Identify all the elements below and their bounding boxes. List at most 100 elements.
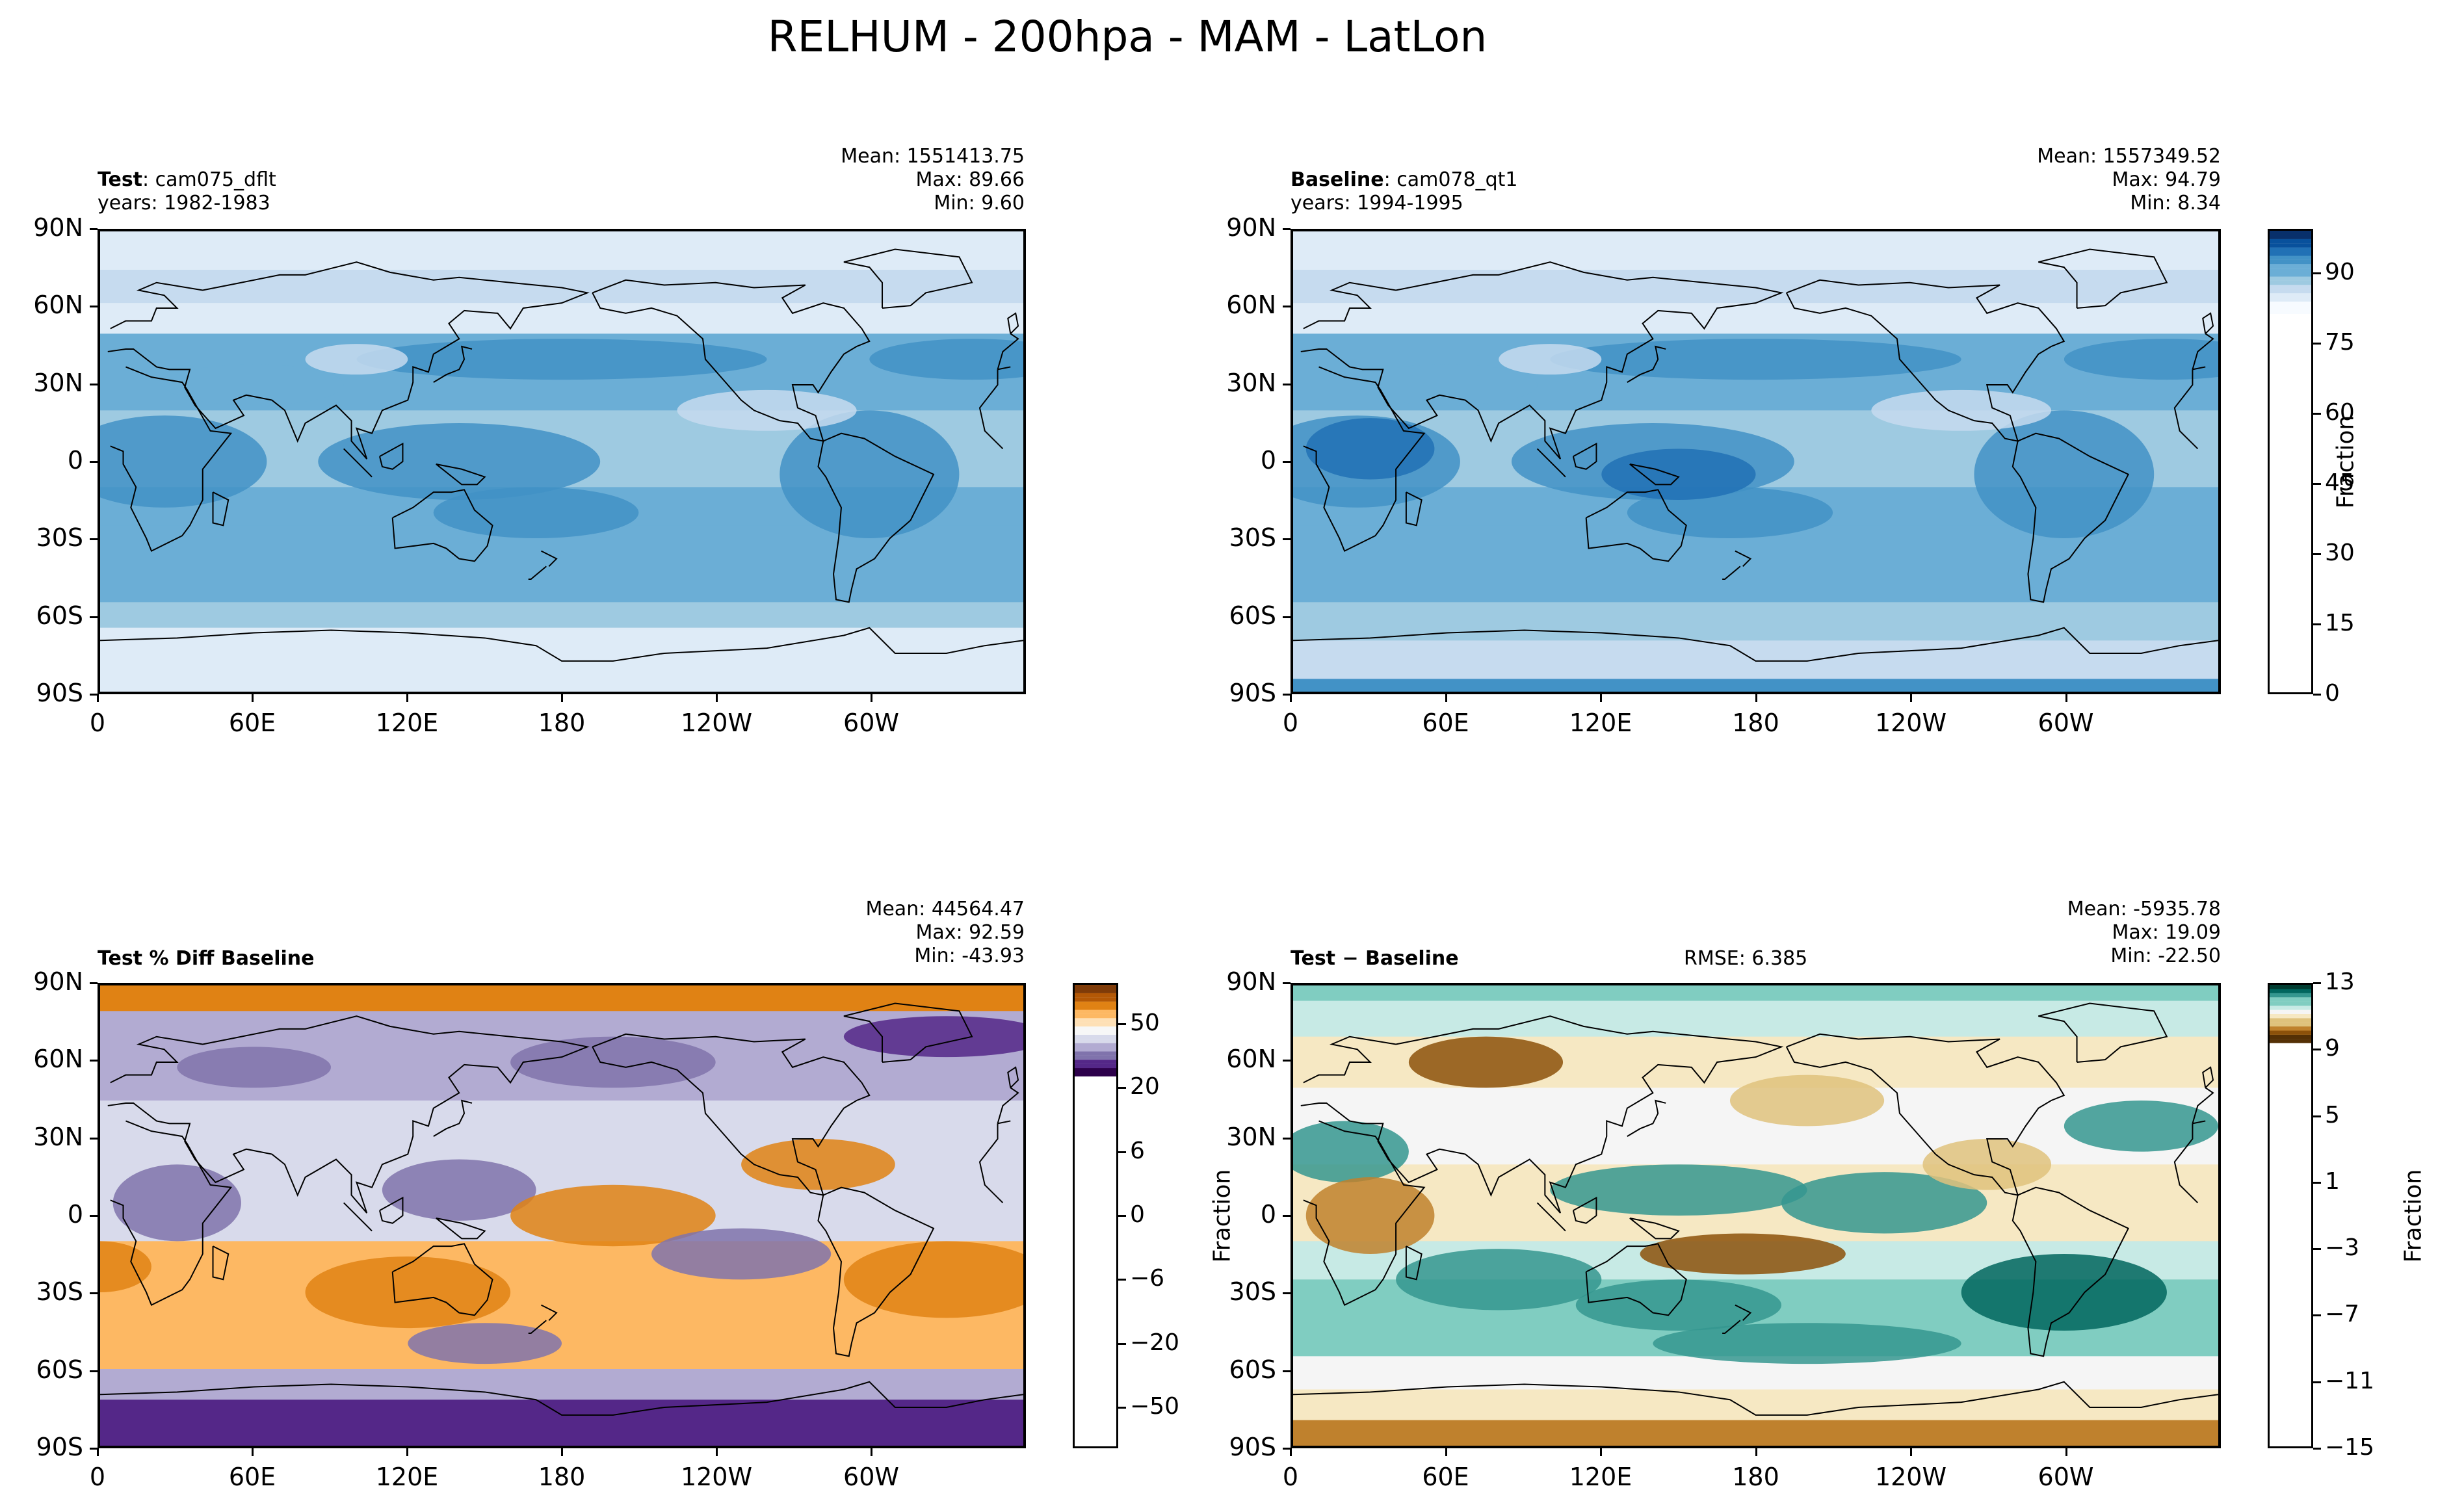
test-map-field-blob-2: [318, 423, 601, 500]
colorbar-diff-tick-5: −7: [2325, 1301, 2360, 1328]
baseline-years: years: 1994-1995: [1291, 192, 1463, 215]
pctdiff-map-field-blob-6: [741, 1139, 895, 1190]
pctdiff-axis-xtick-mark-4: [716, 1448, 718, 1456]
colorbar-pct-step-1: [1075, 1067, 1116, 1073]
pctdiff-map-coastline-1-0: [998, 1088, 1019, 1123]
colorbar-pct-step-4: [1075, 1055, 1116, 1060]
colorbar-top-step-19: [2270, 231, 2311, 235]
baseline-map-coastline-7-0: [1735, 551, 1751, 567]
baseline-axis-xtick-mark-3: [1755, 694, 1757, 702]
baseline-axis-ytick-mark-5: [1283, 616, 1291, 618]
test-axis-xtick-0: 0: [89, 709, 106, 737]
pctdiff-map-field-blob-10: [100, 1241, 151, 1292]
test-axis-xtick-mark-2: [406, 694, 408, 702]
diff-map-coastline-9-0: [1787, 1034, 2064, 1195]
colorbar-top-step-14: [2270, 252, 2311, 256]
diff-map-plot: [1291, 983, 2221, 1448]
colorbar-top-tick-mark-0: [2313, 272, 2321, 274]
baseline-map-coastline-0-1: [1304, 367, 1424, 551]
diff-rmse: RMSE: 6.385: [1684, 947, 1808, 970]
test-map-coastline-6-0: [393, 489, 493, 561]
colorbar-top-tick-mark-2: [2313, 413, 2321, 415]
colorbar-diff-step-4: [2270, 1022, 2311, 1027]
baseline-axis-xtick-mark-4: [1910, 694, 1912, 702]
test-axis-xtick-3: 180: [538, 709, 586, 737]
colorbar-top-tick-4: 30: [2325, 540, 2355, 566]
colorbar-diff-step-12: [2270, 989, 2311, 993]
colorbar-top-tick-6: 0: [2325, 680, 2340, 707]
diff-map-coastline-1-1: [1301, 1016, 1781, 1213]
baseline-map-plot: [1291, 229, 2221, 694]
diff-map-field-blob-11: [1922, 1139, 2052, 1190]
diff-axis-ytick-5: 60S: [1229, 1355, 1276, 1384]
colorbar-top-step-5: [2270, 289, 2311, 294]
colorbar-pct-step-8: [1075, 1039, 1116, 1043]
pctdiff-map-coastline-14-0: [100, 1382, 1023, 1415]
test-map-field-blob-0: [100, 415, 267, 508]
diff-map-band-8: [1293, 1389, 2218, 1421]
test-map-band-0: [100, 231, 1023, 270]
baseline-map-coastline-11-0: [2013, 434, 2129, 603]
baseline-map-band-8: [1293, 640, 2218, 680]
baseline-axis-xtick-mark-0: [1290, 694, 1292, 702]
test-map-band-6: [100, 525, 1023, 603]
test-axis-ytick-2: 30N: [33, 368, 83, 397]
pctdiff-axis-xtick-5: 60W: [843, 1463, 899, 1491]
test-map-field-blob-3: [433, 487, 639, 538]
colorbar-diff-tick-mark-1: [2313, 1049, 2321, 1051]
diff-map-coastline-8-0: [1722, 1320, 1740, 1333]
colorbar-pct-tick-mark-1: [1118, 1087, 1126, 1089]
colorbar-diff-tick-1: 9: [2325, 1035, 2340, 1062]
colorbar-pct-step-19: [1075, 993, 1116, 998]
baseline-axis-ytick-0: 90N: [1226, 213, 1276, 242]
baseline-axis-xtick-0: 0: [1282, 709, 1299, 737]
diff-axis-ytick-1: 60N: [1226, 1045, 1276, 1074]
colorbar-fraction-top: [2268, 229, 2313, 694]
test-axis-ytick-mark-2: [90, 383, 98, 385]
baseline-min: Min: 8.34: [2130, 192, 2221, 215]
diff-map-coastline-2-0: [1627, 1101, 1666, 1136]
colorbar-pct-tick-0: 50: [1130, 1010, 1160, 1036]
colorbar-diff-tick-mark-4: [2313, 1248, 2321, 1251]
colorbar-pct-step-5: [1075, 1051, 1116, 1056]
colorbar-top-tick-2: 60: [2325, 399, 2355, 426]
test-map-coastline-11-0: [818, 434, 934, 603]
baseline-axis-ytick-mark-1: [1283, 306, 1291, 308]
diff-map-field-blob-5: [1640, 1233, 1846, 1275]
diff-map-coastline-1-0: [2192, 1088, 2213, 1123]
pctdiff-axis-xtick-mark-5: [871, 1448, 872, 1456]
pctdiff-map-svg: [100, 985, 1023, 1446]
colorbar-pct-tick-mark-0: [1118, 1023, 1126, 1025]
diff-axis-xtick-mark-2: [1600, 1448, 1602, 1456]
diff-map-coastline-3-0: [1538, 1203, 1566, 1231]
colorbar-top-step-1: [2270, 306, 2311, 310]
diff-axis-xtick-mark-4: [1910, 1448, 1912, 1456]
colorbar-diff-tick-mark-5: [2313, 1314, 2321, 1317]
pctdiff-panel-title: Test % Diff Baseline: [98, 947, 315, 970]
colorbar-top-step-0: [2270, 309, 2311, 315]
baseline-axis-xtick-2: 120E: [1569, 709, 1632, 737]
colorbar-diff-tick-mark-6: [2313, 1381, 2321, 1383]
colorbar-top-step-16: [2270, 243, 2311, 248]
diff-axis-ytick-4: 30S: [1229, 1277, 1276, 1307]
pctdiff-map-band-0: [100, 985, 1023, 1012]
colorbar-pct-tick-mark-5: [1118, 1342, 1126, 1345]
test-map-coastline-5-0: [436, 464, 485, 484]
colorbar-pct-tick-mark-4: [1118, 1279, 1126, 1281]
figure-title: RELHUM - 200hpa - MAM - LatLon: [767, 12, 1488, 62]
colorbar-pct-tick-5: −20: [1130, 1329, 1179, 1356]
colorbar-top-step-11: [2270, 264, 2311, 268]
test-map-svg: [100, 231, 1023, 692]
baseline-axis-xtick-3: 180: [1732, 709, 1779, 737]
test-axis-ytick-mark-1: [90, 306, 98, 308]
diff-map-coastline-11-0: [2013, 1188, 2129, 1357]
baseline-label: Baseline: [1291, 168, 1384, 191]
diff-axis-ytick-mark-0: [1283, 982, 1291, 984]
colorbar-pct-step-12: [1075, 1022, 1116, 1027]
diff-axis-ytick-mark-3: [1283, 1215, 1291, 1217]
colorbar-pct-tick-3: 0: [1130, 1201, 1145, 1228]
baseline-map-band-6: [1293, 525, 2218, 603]
pctdiff-map-coastline-6-0: [393, 1244, 493, 1315]
test-years: years: 1982-1983: [98, 192, 270, 215]
test-axis-ytick-mark-4: [90, 538, 98, 541]
